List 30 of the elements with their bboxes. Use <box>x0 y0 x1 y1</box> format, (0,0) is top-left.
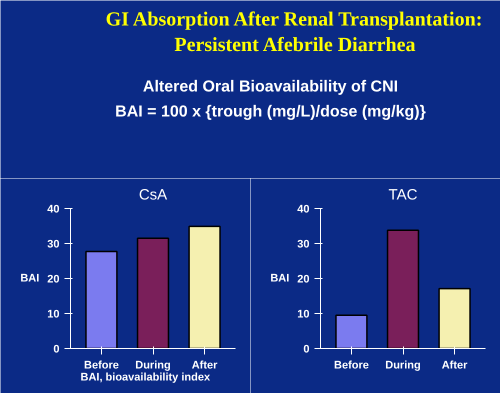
bar <box>335 314 368 348</box>
y-tick-label: 30 <box>297 238 310 250</box>
y-tick-label: 20 <box>47 274 60 286</box>
text: Altered Oral Bioavailability of CNI <box>142 78 398 96</box>
y-axis-title: BAI <box>270 272 290 284</box>
x-tick-label: Before <box>334 360 369 372</box>
y-tick-label: 40 <box>297 204 310 216</box>
y-tick-label: 10 <box>297 308 310 320</box>
text: BAI, bioavailability index <box>80 372 211 384</box>
y-tick-label: 0 <box>53 344 60 356</box>
y-tick-label: 10 <box>47 308 60 320</box>
bar <box>386 229 420 348</box>
y-axis-title: BAI <box>20 272 40 284</box>
y-tick-label: 20 <box>297 274 310 286</box>
text: BAI = 100 x {trough (mg/L)/dose (mg/kg)} <box>115 104 426 120</box>
y-tick-label: 40 <box>47 204 60 216</box>
bar <box>85 250 118 348</box>
chart-title: CsA <box>138 186 168 204</box>
chart-title: TAC <box>388 186 418 204</box>
y-tick-label: 0 <box>303 344 310 356</box>
bar <box>438 288 471 348</box>
x-tick-label: During <box>385 360 421 372</box>
x-tick-label: Before <box>84 360 119 372</box>
x-tick-label: During <box>135 360 171 372</box>
y-tick-label: 30 <box>47 238 60 250</box>
x-tick-label: After <box>442 360 468 372</box>
x-tick-label: After <box>192 360 218 372</box>
bar <box>188 226 221 348</box>
text: GI Absorption After Renal Transplantation: Persistent Afebrile Diarrhea <box>106 8 482 56</box>
bar <box>136 238 170 348</box>
